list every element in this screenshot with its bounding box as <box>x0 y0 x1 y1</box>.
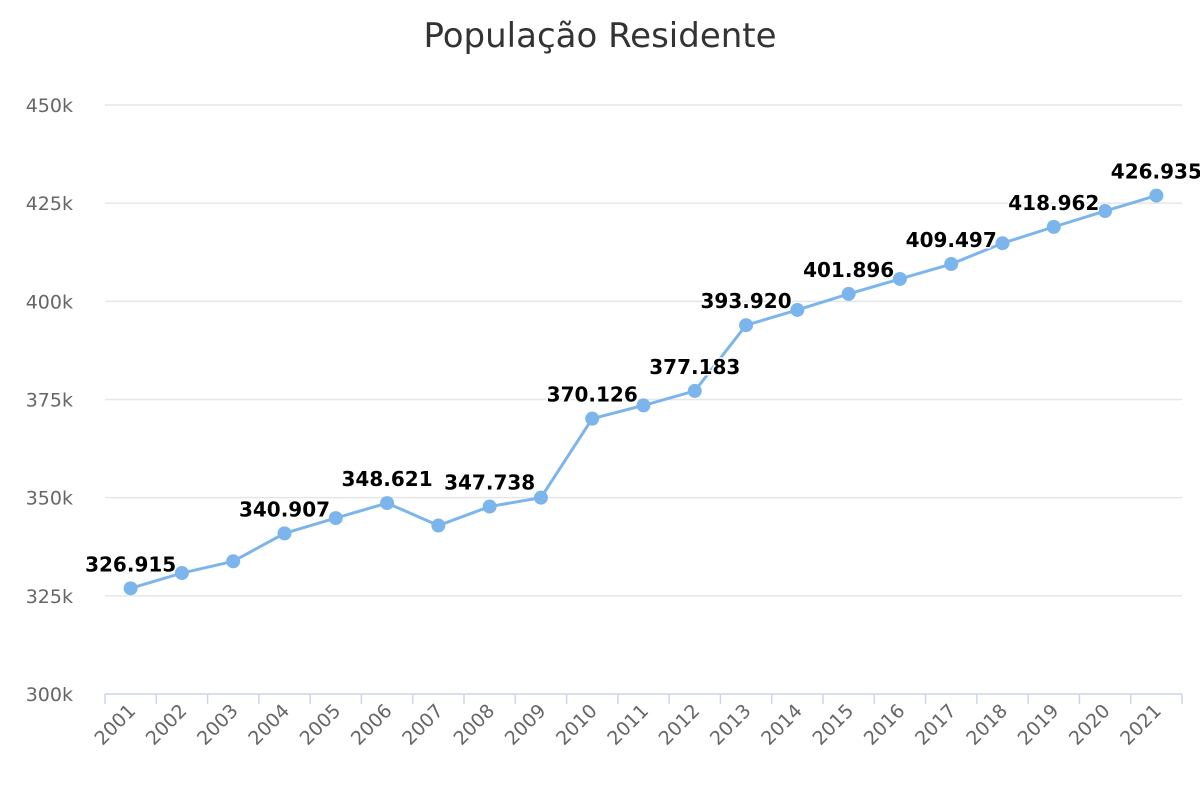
x-tick-label: 2018 <box>962 700 1012 750</box>
data-label: 401.896 <box>803 258 894 282</box>
x-tick-label: 2009 <box>501 700 551 750</box>
data-point[interactable] <box>892 271 907 286</box>
data-point[interactable] <box>790 302 805 317</box>
data-point[interactable] <box>226 554 241 569</box>
data-label: 340.907 <box>239 497 330 521</box>
x-tick-label: 2013 <box>706 700 756 750</box>
y-tick-label: 300k <box>26 684 73 706</box>
data-point[interactable] <box>944 257 959 272</box>
data-point[interactable] <box>1149 188 1164 203</box>
data-label: 326.915 <box>85 552 176 576</box>
x-tick-label: 2001 <box>90 700 140 750</box>
x-tick-label: 2020 <box>1065 700 1115 750</box>
x-tick-label: 2005 <box>296 700 346 750</box>
x-tick-label: 2015 <box>808 700 858 750</box>
x-tick-label: 2016 <box>860 700 910 750</box>
chart-title: População Residente <box>423 16 776 56</box>
x-tick-label: 2003 <box>193 700 243 750</box>
data-label: 370.126 <box>547 383 638 407</box>
x-tick-label: 2007 <box>398 700 448 750</box>
data-point[interactable] <box>687 383 702 398</box>
data-point[interactable] <box>431 518 446 533</box>
y-tick-label: 375k <box>26 390 73 412</box>
series-population <box>123 188 1164 596</box>
data-point[interactable] <box>995 236 1010 251</box>
data-point[interactable] <box>328 511 343 526</box>
data-point[interactable] <box>277 526 292 541</box>
x-axis-labels: 2001 2002 2003 2004 2005 2006 2007 2008 2009 2010… <box>90 700 1165 750</box>
data-point[interactable] <box>380 496 395 511</box>
y-tick-label: 400k <box>26 291 73 313</box>
x-tick-label: 2014 <box>757 700 807 750</box>
x-tick-label: 2004 <box>244 700 294 750</box>
x-tick-label: 2017 <box>911 700 961 750</box>
data-label: 348.621 <box>342 467 433 491</box>
data-labels: 326.915 340.907 348.621 347.738 370.126 377.1… <box>84 158 1200 578</box>
x-axis <box>104 693 1183 704</box>
y-tick-label: 325k <box>26 586 73 608</box>
grid-lines <box>105 104 1182 597</box>
data-label: 377.183 <box>649 355 740 379</box>
y-tick-label: 350k <box>26 488 73 510</box>
data-point[interactable] <box>636 398 651 413</box>
x-tick-label: 2006 <box>347 700 397 750</box>
data-point[interactable] <box>739 318 754 333</box>
data-label: 393.920 <box>701 289 792 313</box>
data-label: 347.738 <box>444 471 535 495</box>
x-tick-label: 2021 <box>1116 700 1166 750</box>
x-tick-label: 2010 <box>552 700 602 750</box>
data-point[interactable] <box>482 499 497 514</box>
data-point[interactable] <box>841 286 856 301</box>
y-axis-labels: 300k 325k 350k 375k 400k 425k 450k <box>26 95 73 706</box>
x-tick-label: 2019 <box>1014 700 1064 750</box>
y-tick-label: 450k <box>26 95 73 117</box>
data-point[interactable] <box>1046 219 1061 234</box>
data-point[interactable] <box>1098 204 1113 219</box>
x-tick-label: 2011 <box>603 700 653 750</box>
y-tick-label: 425k <box>26 193 73 215</box>
data-point[interactable] <box>174 566 189 581</box>
x-tick-label: 2008 <box>449 700 499 750</box>
data-point[interactable] <box>123 581 138 596</box>
x-tick-label: 2012 <box>655 700 705 750</box>
x-tick-label: 2002 <box>142 700 192 750</box>
data-label: 418.962 <box>1008 191 1099 215</box>
data-label: 409.497 <box>906 228 997 252</box>
data-point[interactable] <box>533 490 548 505</box>
data-point[interactable] <box>585 411 600 426</box>
data-label: 426.935 <box>1111 160 1200 184</box>
